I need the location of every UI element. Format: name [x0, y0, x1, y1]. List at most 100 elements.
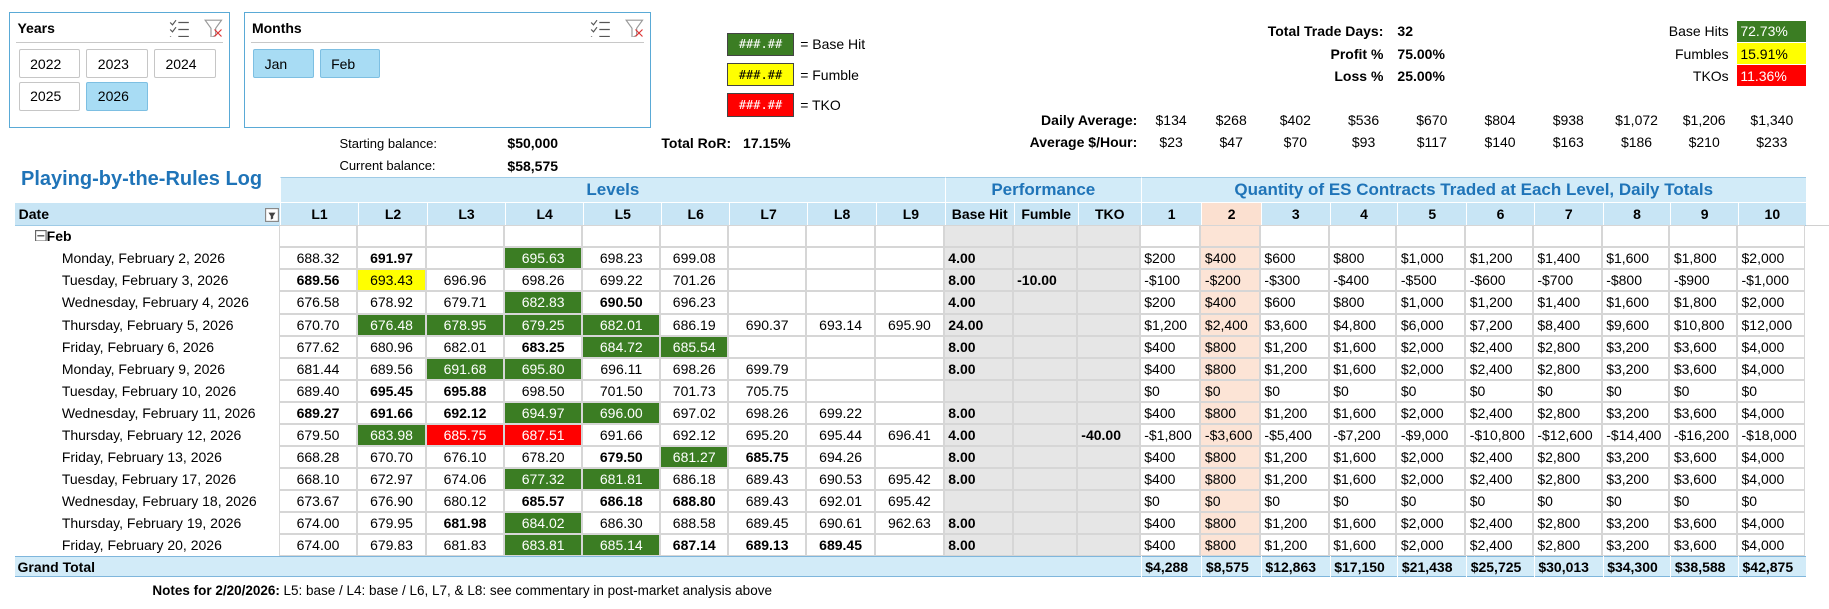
date-cell: Friday, February 6, 2026	[61, 338, 215, 355]
cell	[1012, 490, 1077, 513]
column-header: Fumble	[1013, 202, 1078, 226]
level-cell: 689.45	[728, 512, 807, 535]
slicer-button[interactable]: 2023	[86, 48, 149, 79]
slicer-button[interactable]: 2026	[86, 81, 149, 111]
level-cell: 698.26	[728, 401, 807, 424]
level-cell: 681.81	[582, 468, 661, 491]
cell	[1012, 291, 1077, 314]
column-header: L6	[661, 202, 729, 226]
total-cell: $1,200	[1259, 357, 1329, 380]
level-cell: 694.26	[806, 446, 875, 469]
slicer-button[interactable]: 2024	[153, 48, 216, 79]
grand-total-value: $12,863	[1260, 556, 1330, 578]
level-cell: 695.88	[425, 379, 505, 402]
slicer-button[interactable]: Feb	[319, 48, 381, 79]
total-cell: $1,800	[1669, 291, 1737, 314]
column-header: 4	[1329, 202, 1398, 226]
total-cell: $1,200	[1259, 401, 1329, 424]
level-cell: 686.18	[582, 490, 661, 513]
cell	[1139, 225, 1201, 248]
performance-cell: 8.00	[943, 269, 1013, 292]
level-cell: 698.26	[660, 357, 729, 380]
level-cell: 674.06	[425, 468, 505, 491]
header-band	[15, 201, 1806, 227]
total-cell: $800	[1200, 468, 1260, 491]
balance-label: Current balance:	[339, 158, 436, 174]
total-cell: $1,600	[1601, 291, 1670, 314]
column-header: L2	[358, 202, 427, 226]
column-header: L4	[505, 202, 583, 226]
total-cell: $3,200	[1601, 335, 1670, 358]
cell	[875, 379, 944, 402]
slicer-button[interactable]: 2025	[18, 81, 81, 111]
total-cell: $0	[1396, 490, 1466, 513]
level-cell: 680.12	[425, 490, 505, 513]
clear-filter-icon	[204, 19, 223, 38]
average-value: $804	[1484, 112, 1516, 129]
total-cell: $800	[1200, 446, 1260, 469]
grand-total-value: $17,150	[1329, 556, 1398, 578]
cell	[1076, 291, 1140, 314]
cell	[1737, 225, 1805, 248]
level-cell: 681.83	[425, 534, 505, 557]
cell	[1076, 247, 1140, 270]
level-cell: 683.81	[504, 534, 583, 557]
level-cell: 695.63	[504, 247, 583, 270]
total-cell: $1,200	[1259, 446, 1329, 469]
total-cell: $800	[1200, 357, 1260, 380]
cell	[425, 225, 505, 248]
total-cell: $2,800	[1532, 401, 1602, 424]
total-cell: $1,000	[1396, 247, 1466, 270]
cell	[1012, 379, 1077, 402]
performance-cell: 4.00	[943, 247, 1013, 270]
total-cell: -$12,600	[1532, 423, 1602, 446]
level-cell: 689.43	[728, 468, 807, 491]
total-cell: $1,600	[1328, 468, 1397, 491]
cell	[1601, 225, 1670, 248]
total-cell: -$300	[1259, 269, 1329, 292]
total-cell: $2,400	[1465, 468, 1533, 491]
total-cell: $4,000	[1737, 357, 1805, 380]
stat-value: 75.00%	[1397, 45, 1445, 62]
average-value: $210	[1688, 134, 1720, 151]
slicer-divider	[250, 41, 644, 44]
average-value: $23	[1159, 134, 1183, 151]
total-cell: $3,600	[1669, 335, 1737, 358]
cell	[1076, 313, 1140, 336]
total-cell: $800	[1328, 291, 1397, 314]
total-cell: -$18,000	[1737, 423, 1805, 446]
level-cell: 678.20	[504, 446, 583, 469]
level-cell: 695.90	[875, 313, 944, 336]
performance-cell: 4.00	[943, 291, 1013, 314]
slicer-button[interactable]: Jan	[253, 48, 314, 79]
performance-cell: 24.00	[943, 313, 1013, 336]
level-cell: 685.57	[504, 490, 583, 513]
cell	[728, 269, 807, 292]
date-cell: Thursday, February 19, 2026	[61, 515, 242, 532]
level-cell: 697.02	[660, 401, 729, 424]
performance-cell: 4.00	[943, 423, 1013, 446]
cell	[582, 225, 661, 248]
level-cell: 681.27	[660, 446, 729, 469]
total-cell: $1,600	[1328, 357, 1397, 380]
group-header: Levels	[279, 177, 945, 202]
cell	[1012, 446, 1077, 469]
level-cell: 696.41	[875, 423, 944, 446]
total-cell: $3,600	[1669, 401, 1737, 424]
cell	[1259, 225, 1329, 248]
table-title: Playing-by-the-Rules Log	[20, 168, 263, 191]
total-cell: $2,400	[1200, 313, 1260, 336]
total-cell: $0	[1532, 379, 1602, 402]
slicer-button[interactable]: 2022	[18, 48, 81, 79]
clear-filter-icon-glyph	[204, 19, 223, 38]
grand-total-band	[15, 556, 1806, 578]
cell	[1012, 468, 1077, 491]
cell	[728, 291, 807, 314]
total-cell: $400	[1139, 512, 1201, 535]
total-cell: -$3,600	[1200, 423, 1260, 446]
legend-swatch: ###.##	[726, 93, 795, 117]
level-cell: 705.75	[728, 379, 807, 402]
level-cell: 672.97	[357, 468, 426, 491]
level-cell: 679.50	[582, 446, 661, 469]
column-header: L8	[807, 202, 876, 226]
